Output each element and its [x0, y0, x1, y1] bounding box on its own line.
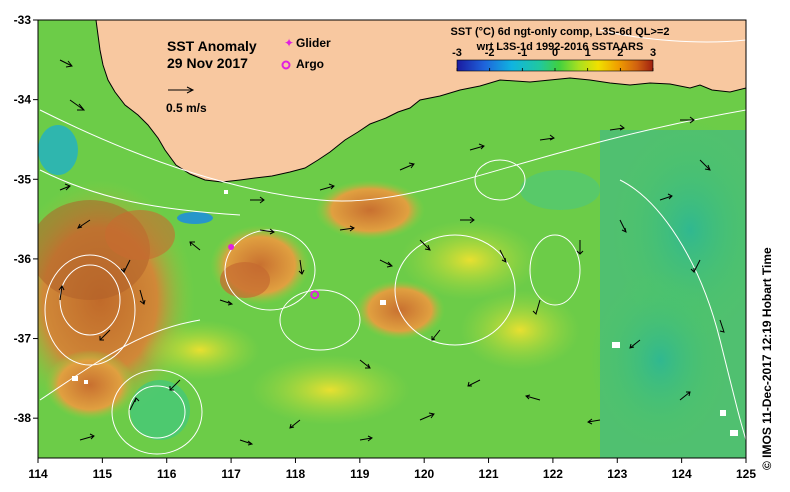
- colorbar-title: SST (°C) 6d ngt-only comp, L3S-6d QL>=2 …: [410, 25, 710, 55]
- title-date: 29 Nov 2017: [167, 55, 248, 71]
- title-line1: SST Anomaly: [167, 38, 257, 54]
- x-tick-label: 115: [93, 467, 113, 481]
- x-tick-label: 122: [543, 467, 563, 481]
- colorbar-title-line2: wrt L3S-1d 1992-2016 SSTAARS: [476, 41, 644, 53]
- argo-marker: [310, 290, 320, 300]
- y-tick-label: -36: [14, 252, 32, 266]
- colorbar: [456, 59, 654, 72]
- y-tick-label: -34: [14, 93, 32, 107]
- y-tick-label: -35: [14, 172, 32, 186]
- argo-legend-icon: [281, 60, 291, 70]
- x-tick-label: 121: [479, 467, 499, 481]
- scale-arrow: [168, 86, 195, 94]
- colorbar-title-line1: SST (°C) 6d ngt-only comp, L3S-6d QL>=2: [450, 26, 670, 38]
- platform-markers: [228, 243, 320, 300]
- colorbar-tick-label: 2: [617, 47, 623, 59]
- x-axis: 114 115 116 117 118 119 120 121 122 123 124 125: [28, 458, 756, 481]
- plot-frame: [37, 19, 747, 459]
- x-tick-label: 114: [28, 467, 48, 481]
- x-tick-label: 117: [221, 467, 241, 481]
- y-tick-label: -33: [14, 13, 32, 27]
- colorbar-tick-label: 0: [552, 47, 558, 59]
- x-tick-label: 118: [286, 467, 306, 481]
- ssh-contours: [39, 29, 746, 455]
- current-arrows: [58, 59, 725, 446]
- colorbar-tick-label: 1: [585, 47, 591, 59]
- x-tick-label: 123: [607, 467, 627, 481]
- legend-markers: ✦: [281, 36, 294, 70]
- x-tick-label: 120: [414, 467, 434, 481]
- legend-argo-label: Argo: [296, 57, 324, 71]
- y-tick-label: -37: [14, 332, 32, 346]
- colorbar-tick-label: -2: [485, 47, 495, 59]
- glider-marker: [228, 243, 235, 250]
- y-tick-label: -38: [14, 411, 32, 425]
- cloud-mask: [72, 190, 738, 436]
- x-tick-label: 125: [736, 467, 756, 481]
- scale-arrow-label: 0.5 m/s: [166, 101, 207, 115]
- colorbar-tick-label: -1: [517, 47, 527, 59]
- colorbar-tick-label: 3: [650, 47, 656, 59]
- x-tick-label: 119: [350, 467, 370, 481]
- legend-glider-label: Glider: [296, 36, 331, 50]
- x-tick-label: 124: [672, 467, 692, 481]
- glider-legend-icon: ✦: [284, 36, 294, 50]
- y-axis: -33 -34 -35 -36 -37 -38: [14, 13, 38, 425]
- credit-label: © IMOS 11-Dec-2017 12:19 Hobart Time: [760, 247, 774, 470]
- map-title: SST Anomaly 29 Nov 2017: [167, 38, 257, 72]
- sst-field: [38, 20, 746, 458]
- colorbar-tick-label: -3: [452, 47, 462, 59]
- x-tick-label: 116: [157, 467, 177, 481]
